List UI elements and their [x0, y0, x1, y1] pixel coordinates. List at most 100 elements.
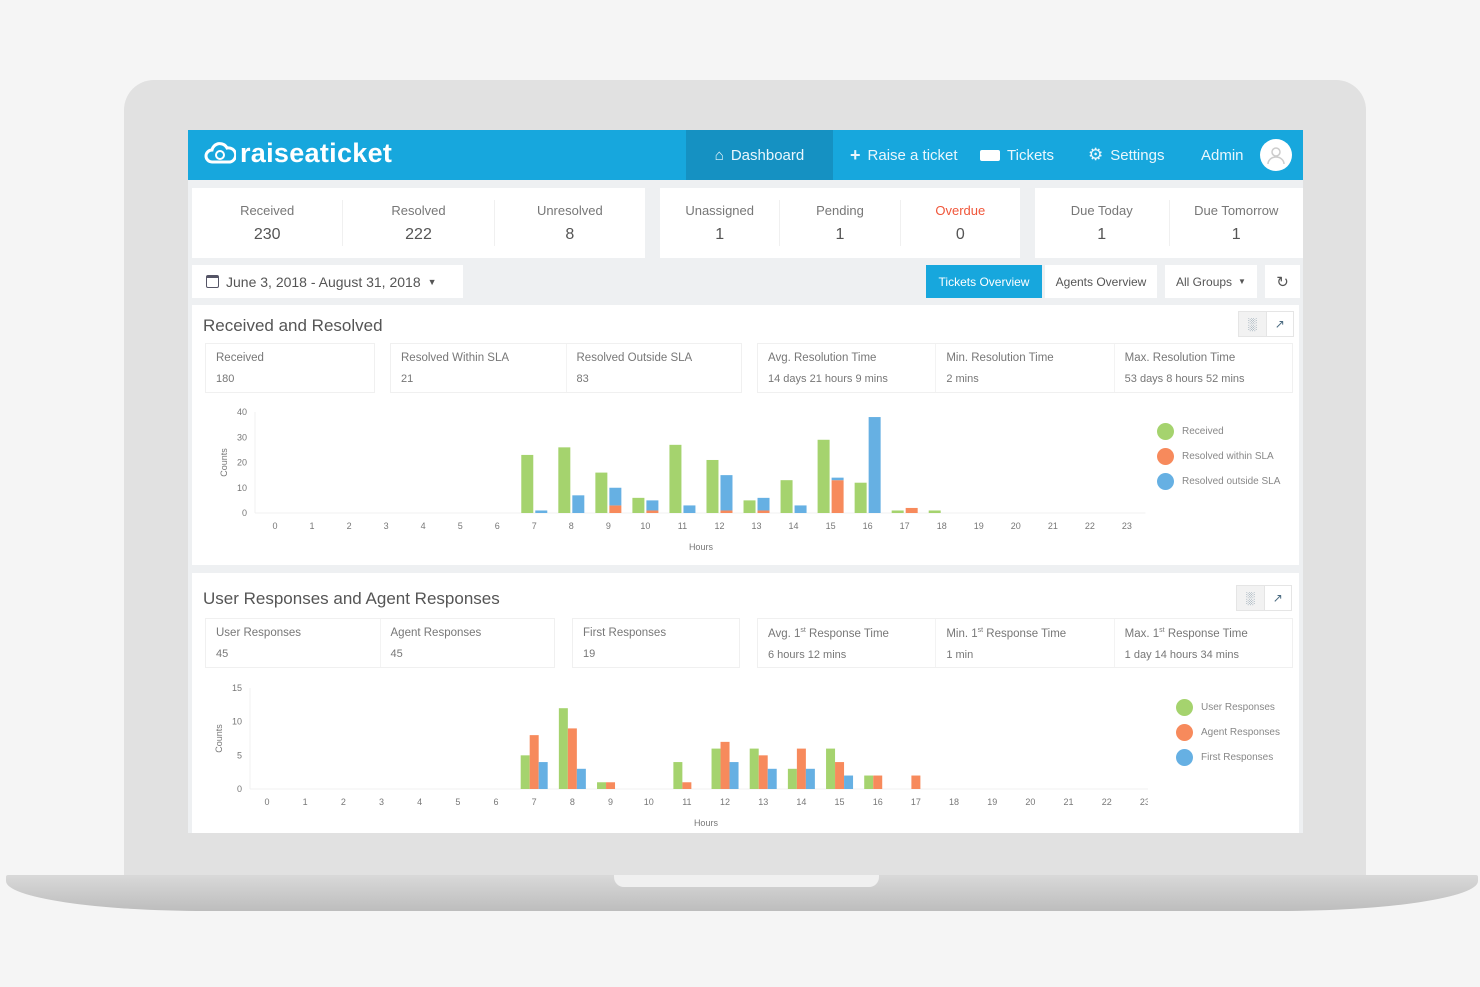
x-tick-label: 9	[608, 797, 613, 807]
metric-max-first-response: Max. 1st Response Time 1 day 14 hours 34 …	[1115, 619, 1292, 667]
legend-item[interactable]: First Responses	[1176, 749, 1280, 766]
nav-dashboard[interactable]: ⌂ Dashboard	[686, 130, 833, 180]
bar-agent-responses	[529, 735, 539, 789]
bar-user-responses	[558, 708, 568, 789]
stat-unresolved[interactable]: Unresolved 8	[495, 200, 645, 246]
nav-tickets[interactable]: Tickets	[980, 130, 1054, 180]
user-menu[interactable]: Admin	[1201, 130, 1244, 180]
bar-agent-responses	[682, 782, 692, 789]
tickets-overview-button[interactable]: Tickets Overview	[926, 265, 1042, 298]
refresh-button[interactable]: ↻	[1265, 265, 1300, 298]
logo[interactable]: raiseaticket	[204, 138, 392, 169]
ticket-icon	[980, 149, 1000, 161]
bar-received	[743, 500, 756, 513]
metric-value: 19	[583, 648, 596, 660]
nav-raise-ticket[interactable]: + Raise a ticket	[850, 130, 958, 180]
bar-received	[817, 439, 830, 513]
x-tick-label: 17	[911, 797, 921, 807]
legend-swatch	[1157, 473, 1174, 490]
nav-settings[interactable]: ⚙ Settings	[1088, 130, 1164, 180]
user-icon	[1267, 147, 1285, 165]
stat-due-tomorrow[interactable]: Due Tomorrow 1	[1170, 200, 1304, 246]
x-tick-label: 1	[303, 797, 308, 807]
bar-user-responses	[711, 748, 721, 789]
x-tick-label: 15	[835, 797, 845, 807]
x-axis-label: Hours	[689, 542, 714, 552]
stat-label: Due Tomorrow	[1194, 202, 1279, 218]
x-tick-label: 17	[900, 521, 910, 531]
line-chart-icon[interactable]: ↗	[1274, 317, 1285, 331]
y-tick-label: 0	[237, 784, 242, 794]
legend-label: Resolved outside SLA	[1182, 476, 1281, 487]
line-chart-icon[interactable]: ↗	[1272, 591, 1283, 605]
metric-min-first-response: Min. 1st Response Time 1 min	[936, 619, 1115, 667]
legend-item[interactable]: Resolved within SLA	[1157, 448, 1280, 465]
groups-dropdown[interactable]: All Groups ▼	[1165, 265, 1257, 298]
stat-label: Unassigned	[685, 202, 754, 218]
bar-user-responses	[673, 762, 683, 789]
panel-title: Received and Resolved	[203, 316, 383, 335]
stat-value: 0	[955, 225, 965, 243]
legend-swatch	[1157, 423, 1174, 440]
legend-item[interactable]: Resolved outside SLA	[1157, 473, 1280, 490]
y-tick-label: 5	[237, 750, 242, 760]
x-tick-label: 11	[682, 797, 691, 807]
y-axis-label: Counts	[219, 448, 229, 477]
x-tick-label: 3	[379, 797, 384, 807]
metric-label: Avg. 1st Response Time	[768, 627, 889, 640]
x-tick-label: 13	[752, 521, 762, 531]
legend-swatch	[1176, 724, 1193, 741]
x-tick-label: 8	[570, 797, 575, 807]
metric-value: 1 min	[946, 648, 974, 661]
bar-agent-responses	[606, 782, 616, 789]
metric-value: 1 day 14 hours 34 mins	[1124, 648, 1240, 661]
stat-overdue[interactable]: Overdue 0	[901, 200, 1020, 246]
bar-user-responses	[520, 755, 530, 789]
bar-received	[558, 447, 571, 513]
bar-received	[632, 497, 645, 513]
metric-value: 180	[216, 373, 235, 385]
bar-agent-responses	[873, 775, 883, 789]
bar-chart-icon[interactable]: ░	[1237, 586, 1265, 610]
stat-received[interactable]: Received 230	[192, 200, 344, 246]
legend-swatch	[1176, 749, 1193, 766]
bar-user-responses	[787, 768, 797, 789]
metric-value: 2 mins	[946, 373, 979, 385]
bar-agent-responses	[796, 748, 806, 789]
legend-item[interactable]: Agent Responses	[1176, 724, 1280, 741]
stat-pending[interactable]: Pending 1	[780, 200, 901, 246]
metric-value: 53 days 8 hours 52 mins	[1124, 373, 1245, 385]
x-tick-label: 12	[720, 797, 730, 807]
x-tick-label: 20	[1025, 797, 1035, 807]
legend-item[interactable]: User Responses	[1176, 699, 1280, 716]
y-tick-label: 20	[237, 458, 247, 468]
agents-overview-button[interactable]: Agents Overview	[1045, 265, 1157, 298]
caret-down-icon: ▼	[1238, 277, 1246, 286]
x-tick-label: 8	[569, 521, 574, 531]
x-tick-label: 5	[458, 521, 463, 531]
avatar[interactable]	[1260, 139, 1292, 171]
stat-due-today[interactable]: Due Today 1	[1035, 200, 1170, 246]
chart-legend: Received Resolved within SLA Resolved ou…	[1157, 423, 1280, 490]
bar-received	[706, 459, 719, 513]
stat-resolved[interactable]: Resolved 222	[343, 200, 495, 246]
metric-group: Avg. Resolution Time 14 days 21 hours 9 m…	[757, 343, 1293, 393]
bar-resolved-within-sla	[905, 507, 918, 513]
caret-down-icon: ▼	[427, 276, 437, 287]
bar-first-responses	[729, 762, 739, 789]
x-tick-label: 23	[1122, 521, 1132, 531]
metric-value: 83	[576, 373, 589, 385]
user-name: Admin	[1201, 146, 1244, 164]
date-range-picker[interactable]: June 3, 2018 - August 31, 2018 ▼	[192, 265, 463, 298]
bar-first-responses	[538, 762, 548, 789]
bar-resolved-within-sla	[646, 510, 659, 513]
bar-first-responses	[844, 775, 854, 789]
bar-first-responses	[767, 768, 777, 789]
bar-agent-responses	[567, 728, 577, 789]
x-tick-label: 14	[789, 521, 799, 531]
bar-chart-icon[interactable]: ░	[1239, 312, 1267, 336]
legend-item[interactable]: Received	[1157, 423, 1280, 440]
stat-unassigned[interactable]: Unassigned 1	[660, 200, 781, 246]
y-tick-label: 40	[237, 407, 247, 417]
